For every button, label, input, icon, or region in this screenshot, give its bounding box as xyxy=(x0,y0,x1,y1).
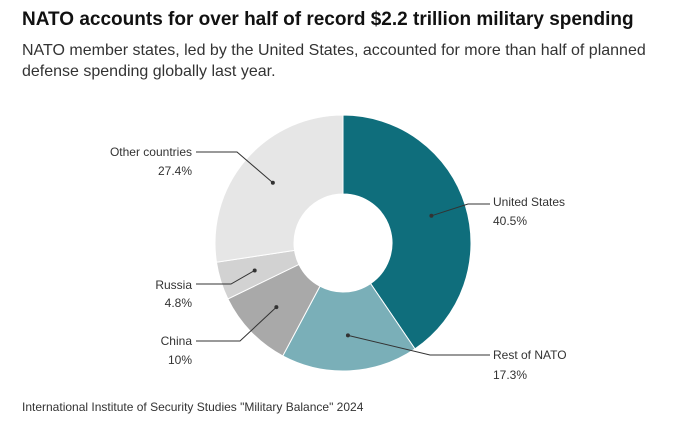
leader-line-china xyxy=(196,306,277,342)
value-label-other-countries: 27.4% xyxy=(158,164,192,178)
label-rest-of-nato: Rest of NATO xyxy=(493,348,567,362)
chart-title: NATO accounts for over half of record $2… xyxy=(22,9,634,30)
slice-united-states xyxy=(342,114,472,350)
leader-line-rest-of-nato xyxy=(347,334,490,356)
value-label-russia: 4.8% xyxy=(165,296,193,310)
label-united-states: United States xyxy=(493,195,565,209)
label-russia: Russia xyxy=(155,278,192,292)
slice-other-countries xyxy=(214,114,344,263)
leader-lines xyxy=(196,151,490,356)
source-note: International Institute of Security Stud… xyxy=(22,400,364,414)
leader-line-russia xyxy=(196,270,255,285)
value-label-united-states: 40.5% xyxy=(493,214,527,228)
leader-line-united-states xyxy=(431,203,490,217)
slice-labels: United States 40.5% Rest of NATO 17.3% China… xyxy=(110,145,567,382)
label-other-countries: Other countries xyxy=(110,145,192,159)
value-label-rest-of-nato: 17.3% xyxy=(493,368,527,382)
slice-rest-of-nato xyxy=(282,282,416,372)
leader-line-other-countries xyxy=(196,151,274,184)
chart-subtitle: NATO member states, led by the United St… xyxy=(22,42,646,80)
value-label-china: 10% xyxy=(168,353,192,367)
donut-slices xyxy=(214,114,472,372)
leader-dot-russia xyxy=(252,268,257,273)
label-china: China xyxy=(161,334,193,348)
